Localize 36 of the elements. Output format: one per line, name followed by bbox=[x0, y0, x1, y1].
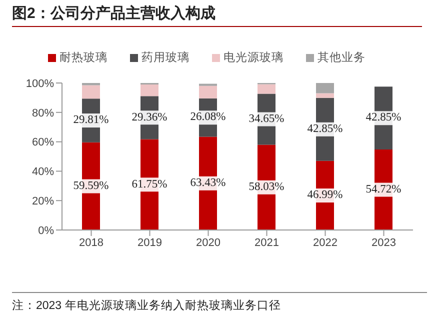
data-label: 34.65% bbox=[248, 112, 285, 125]
data-label: 29.36% bbox=[132, 111, 168, 124]
data-label: 54.72% bbox=[366, 183, 402, 196]
y-tick-label: 80% bbox=[32, 107, 54, 120]
data-label: 46.99% bbox=[307, 189, 344, 202]
legend-label: 其他业务 bbox=[316, 50, 366, 65]
x-tick-label: 2022 bbox=[313, 236, 338, 249]
x-tick-label: 2023 bbox=[372, 236, 396, 249]
x-tick-label: 2019 bbox=[138, 236, 162, 249]
y-tick-label: 0% bbox=[38, 224, 54, 237]
data-label: 63.43% bbox=[190, 177, 226, 190]
data-label: 42.85% bbox=[366, 112, 402, 124]
bar bbox=[199, 86, 217, 98]
bar bbox=[258, 84, 276, 94]
chart-title: 图2：公司分产品主营收入构成 bbox=[12, 4, 422, 27]
y-tick-label: 100% bbox=[26, 78, 54, 90]
bar bbox=[316, 93, 334, 98]
legend-label: 耐热玻璃 bbox=[58, 50, 108, 65]
text: 注：2023 年电光源玻璃业务纳入耐热玻璃业务口径 bbox=[12, 298, 282, 313]
data-label: 26.08% bbox=[190, 111, 226, 124]
bar bbox=[140, 84, 158, 96]
data-label: 42.85% bbox=[307, 123, 344, 136]
x-tick-label: 2020 bbox=[196, 236, 220, 249]
bar bbox=[316, 83, 334, 94]
data-label: 61.75% bbox=[132, 178, 168, 190]
y-tick-label: 40% bbox=[32, 166, 54, 178]
data-label: 29.81% bbox=[73, 114, 110, 126]
data-label: 59.59% bbox=[73, 180, 110, 192]
bar bbox=[82, 85, 100, 99]
y-tick-label: 60% bbox=[32, 136, 54, 149]
x-tick-label: 2021 bbox=[254, 236, 279, 249]
data-label: 58.03% bbox=[248, 180, 285, 193]
y-tick-label: 20% bbox=[32, 196, 54, 208]
x-tick-label: 2018 bbox=[79, 236, 104, 249]
legend-label: 药用玻璃 bbox=[140, 50, 190, 65]
legend-label: 电光源玻璃 bbox=[222, 50, 284, 65]
